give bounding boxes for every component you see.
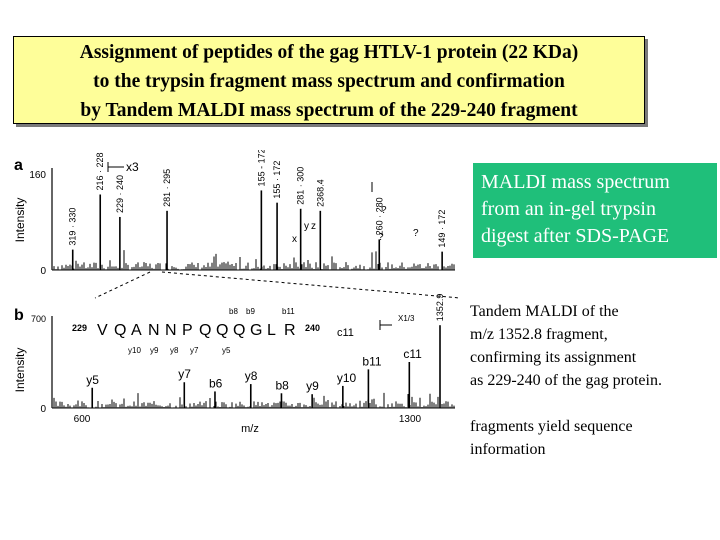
sequence-residue-1: Q <box>114 322 126 339</box>
panel-a-magnification: x3 <box>126 160 139 174</box>
panel-b-peak-label-8: c11 <box>403 347 422 361</box>
panel-b-peak-label-2: b6 <box>209 376 223 390</box>
panel-b-peak-label-7: b11 <box>362 354 381 368</box>
panel-b-ytick-top: 700 <box>31 314 46 324</box>
panel-a-peak-label-1: 216 · 228 <box>95 152 105 190</box>
panel-b-peak-label-1: y7 <box>178 367 191 381</box>
sequence-residue-4: N <box>165 322 177 339</box>
sequence-start: 229 <box>72 323 87 333</box>
maldi-caption-line-2: from an in-gel trypsin <box>481 198 656 220</box>
panel-b-peak-label-9: 1352.9 <box>435 294 445 322</box>
panel-a-peak-label-7: 2368.4 <box>315 179 325 207</box>
y-ion-under-0: y10 <box>128 346 141 355</box>
sequence-residue-2: A <box>131 322 142 339</box>
panel-a-peak-label-8: 260 · 280 <box>374 197 384 235</box>
panel-a-ytick-bottom: 0 <box>40 266 46 277</box>
tandem-caption-line-2: m/z 1352.8 fragment, <box>470 326 608 343</box>
sequence-residue-3: N <box>148 322 160 339</box>
zoom-line-right <box>161 271 461 299</box>
sequence-residue-10: L <box>267 322 276 339</box>
panel-a-peak-label-0: 319 · 330 <box>68 208 78 246</box>
panel-a-annotation-0: x <box>292 234 297 245</box>
panel-a-annotation-1: y <box>304 221 309 232</box>
panel-b-peak-label-3: y8 <box>245 369 258 383</box>
y-ion-under-1: y9 <box>150 346 159 355</box>
panel-b-xlabel: m/z <box>241 423 259 435</box>
tandem-caption-spacer <box>470 392 720 415</box>
panel-b-peak-label-4: b8 <box>275 378 289 392</box>
panel-a-peak-label-5: 155 · 172 <box>272 161 282 199</box>
maldi-caption-line-3: digest after SDS-PAGE <box>481 225 670 247</box>
title-line-1: Assignment of peptides of the gag HTLV-1… <box>79 42 579 63</box>
y-ion-under-2: y8 <box>170 346 179 355</box>
panel-a-peak-label-9: 149 · 172 <box>437 210 447 248</box>
b-ion-top-1: b9 <box>246 307 255 316</box>
maldi-caption-line-1: MALDI mass spectrum <box>481 171 670 193</box>
sequence-end: 240 <box>305 323 320 333</box>
tandem-caption-line-7: information <box>470 441 546 458</box>
spectrum-figure: a Intensity 160 0 x3 319 · 330 216 · 228 229 · … <box>13 150 461 435</box>
panel-a-peak-label-6: 281 · 300 <box>296 167 306 205</box>
panel-b-xtick-left: 600 <box>74 414 91 425</box>
panel-a-peak-label-3: 281 · 295 <box>162 169 172 207</box>
tandem-caption-line-4: as 229-240 of the gag protein. <box>470 372 662 389</box>
panel-b-ylabel: Intensity <box>13 348 27 393</box>
y-ion-under-3: y7 <box>190 346 199 355</box>
panel-a-noise <box>53 250 455 270</box>
sequence-residue-9: G <box>250 322 262 339</box>
panel-a-ytick-top: 160 <box>29 170 46 181</box>
panel-a-peak-label-2: 229 · 240 <box>115 175 125 213</box>
panel-b-ytick-bottom: 0 <box>40 404 46 415</box>
panel-a-peak-label-4: 155 - 172* <box>256 150 266 186</box>
panel-b-peak-label-5: y9 <box>306 379 319 393</box>
panel-a-annotation-2: z <box>311 221 316 232</box>
b-ion-top-0: b8 <box>229 307 238 316</box>
panel-a-annotation-4: ? <box>378 232 384 243</box>
title-box: Assignment of peptides of the gag HTLV-1… <box>13 36 645 124</box>
sequence-residue-5: P <box>182 322 193 339</box>
panel-b-peak-label-6: y10 <box>337 371 357 385</box>
panel-b-xtick-right: 1300 <box>399 414 422 425</box>
panel-b-peak-label-0: y5 <box>86 373 99 387</box>
tandem-caption-line-1: Tandem MALDI of the <box>470 303 619 320</box>
sequence-residue-8: Q <box>233 322 245 339</box>
c-ion-label: c11 <box>337 327 354 339</box>
sequence-residue-6: Q <box>199 322 211 339</box>
panel-b-magnification: X1/3 <box>398 314 415 323</box>
sequence-residue-11: R <box>284 322 296 339</box>
panel-b-label: b <box>14 307 24 324</box>
y-ion-under-4: y5 <box>222 346 231 355</box>
panel-a-label: a <box>14 157 23 174</box>
title-line-2: to the trypsin fragment mass spectrum an… <box>93 71 565 92</box>
sequence-residue-0: V <box>97 322 108 339</box>
tandem-caption-box: Tandem MALDI of the m/z 1352.8 fragment,… <box>465 293 720 473</box>
panel-a-annotation-3: ? <box>381 205 387 216</box>
tandem-caption-line-6: fragments yield sequence <box>470 418 633 435</box>
tandem-caption-line-3: confirming its assignment <box>470 349 637 366</box>
panel-a-annotation-5: ? <box>413 228 419 239</box>
b-ion-top-2: b11 <box>282 307 295 316</box>
maldi-caption-box: MALDI mass spectrum from an in-gel tryps… <box>473 163 717 258</box>
sequence-residue-7: Q <box>216 322 228 339</box>
title-line-3: by Tandem MALDI mass spectrum of the 229… <box>80 100 578 121</box>
panel-b-noise <box>53 392 455 408</box>
panel-a-ylabel: Intensity <box>13 198 27 243</box>
zoom-line-left <box>94 271 151 299</box>
